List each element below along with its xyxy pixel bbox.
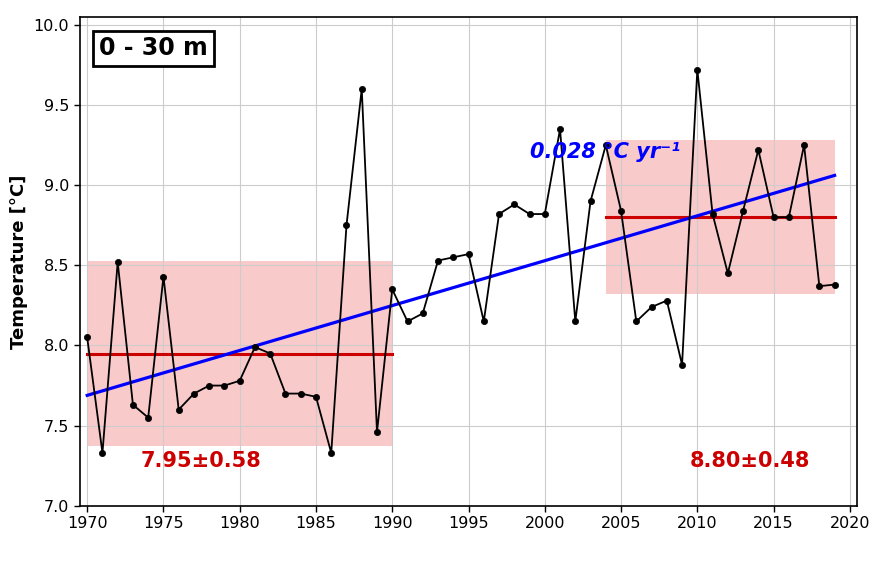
Text: 8.80±0.48: 8.80±0.48 — [690, 451, 810, 472]
Text: 7.95±0.58: 7.95±0.58 — [141, 451, 262, 472]
Y-axis label: Temperature [°C]: Temperature [°C] — [10, 174, 28, 348]
Text: 0 - 30 m: 0 - 30 m — [99, 37, 208, 61]
Text: 0.028 °C yr⁻¹: 0.028 °C yr⁻¹ — [530, 142, 680, 162]
